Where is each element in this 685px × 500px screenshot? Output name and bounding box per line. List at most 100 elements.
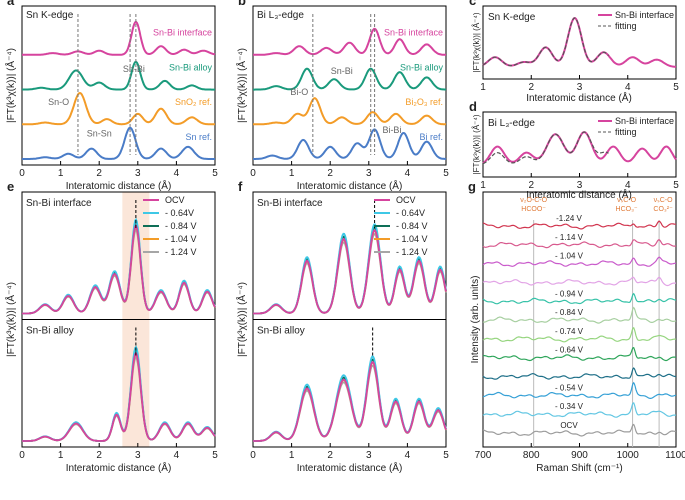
- series-line-b: [253, 128, 447, 160]
- panel-letter-g: g: [468, 179, 476, 194]
- series-line-g: [482, 256, 677, 267]
- panel-frame-b: [252, 5, 447, 166]
- x-axis-label-c: Interatomic distance (Å): [526, 91, 632, 104]
- annotation-b: Sn-Bi: [331, 66, 353, 76]
- series-line-d: [482, 131, 609, 165]
- x-tick-label-d: 4: [625, 180, 631, 191]
- band-label-g: HCOO⁻: [521, 206, 546, 213]
- series-line-f: [253, 233, 447, 315]
- panel-title-b: Bi L₃-edge: [257, 10, 304, 21]
- x-tick-label-a: 4: [174, 168, 180, 179]
- subpanel-title-f: Sn-Bi alloy: [257, 326, 305, 337]
- x-axis-label-a: Interatomic distance (Å): [66, 179, 172, 192]
- x-tick-label-g: 800: [523, 450, 540, 461]
- legend-label-f: - 0.84 V: [396, 221, 428, 231]
- series-line-g: [482, 327, 677, 343]
- x-axis-label-b: Interatomic distance (Å): [297, 179, 403, 192]
- series-line-e: [22, 345, 216, 442]
- y-axis-label-a: |FT(k³χ(k))| (Å⁻⁴): [4, 48, 17, 123]
- panel-letter-e: e: [7, 179, 14, 194]
- x-tick-label-a: 5: [212, 168, 218, 179]
- series-line-a: [22, 126, 215, 160]
- legend-label-f: - 0.64V: [396, 208, 425, 218]
- legend-label-f: - 1.04 V: [396, 234, 428, 244]
- x-tick-label-c: 5: [673, 82, 679, 93]
- band-label-g: ν₂O-C-O: [520, 197, 547, 204]
- y-axis-label-g: Intensity (arb. units): [470, 276, 481, 364]
- x-axis-label-g: Raman Shift (cm⁻¹): [536, 463, 622, 474]
- annotation-b: Bi-O: [290, 87, 308, 97]
- x-tick-label-e: 3: [135, 450, 141, 461]
- x-tick-label-d: 2: [528, 180, 534, 191]
- panel-title-d: Bi L₃-edge: [488, 118, 535, 129]
- series-label-g: - 0.94 V: [555, 289, 584, 298]
- subpanel-title-f: Sn-Bi interface: [257, 198, 323, 209]
- x-tick-label-f: 4: [405, 450, 411, 461]
- x-tick-label-b: 1: [289, 168, 295, 179]
- x-tick-label-d: 3: [577, 180, 583, 191]
- series-line-g: [482, 347, 676, 362]
- legend-label-f: OCV: [396, 195, 416, 205]
- x-tick-label-f: 5: [443, 450, 449, 461]
- annotation-a: Sn-Sn: [87, 128, 112, 138]
- x-tick-label-f: 3: [366, 450, 372, 461]
- x-tick-label-c: 3: [577, 82, 583, 93]
- x-tick-label-a: 1: [58, 168, 64, 179]
- series-line-a: [22, 20, 216, 56]
- x-tick-label-d: 1: [480, 180, 486, 191]
- series-line-g: [482, 381, 677, 399]
- series-line-b: [253, 67, 446, 91]
- series-label-b: Sn-Bi alloy: [400, 62, 444, 72]
- x-tick-label-f: 0: [250, 450, 256, 461]
- x-tick-label-e: 5: [212, 450, 218, 461]
- annotation-b: Bi-Bi: [382, 125, 401, 135]
- panel-letter-b: b: [238, 0, 246, 8]
- legend-label-e: - 1.24 V: [165, 247, 197, 257]
- x-tick-label-g: 1100: [665, 450, 685, 461]
- legend-label-d: Sn-Bi interface: [615, 116, 674, 126]
- series-label-a: Sn ref.: [185, 132, 212, 142]
- x-axis-label-e: Interatomic distance (Å): [66, 461, 172, 474]
- series-label-a: SnO₂ ref.: [175, 97, 212, 107]
- x-tick-label-a: 0: [19, 168, 25, 179]
- x-tick-label-a: 2: [96, 168, 102, 179]
- band-label-g: CO₃²⁻: [653, 206, 673, 213]
- panel-letter-f: f: [238, 179, 243, 194]
- annotation-a: Sn-Bi: [123, 64, 145, 74]
- legend-label-c: Sn-Bi interface: [615, 10, 674, 20]
- legend-label-f: - 1.24 V: [396, 247, 428, 257]
- x-tick-label-f: 1: [289, 450, 295, 461]
- x-tick-label-a: 3: [135, 168, 141, 179]
- series-line-g: [482, 276, 676, 287]
- series-label-b: Bi ref.: [419, 132, 443, 142]
- x-tick-label-f: 2: [327, 450, 333, 461]
- series-line-g: [482, 292, 676, 305]
- series-line-b: [253, 27, 446, 56]
- legend-label-c: fitting: [615, 21, 637, 31]
- series-line-a: [22, 91, 215, 126]
- series-label-a: Sn-Bi interface: [153, 28, 212, 38]
- series-line-a: [22, 60, 215, 91]
- subpanel-title-e: Sn-Bi alloy: [26, 326, 74, 337]
- series-label-g: - 0.74 V: [555, 327, 584, 336]
- series-line-c: [482, 17, 609, 67]
- series-line-e: [22, 351, 216, 442]
- annotation-a: Sn-O: [48, 97, 69, 107]
- series-line-e: [22, 355, 216, 442]
- x-tick-label-b: 0: [250, 168, 256, 179]
- series-line-g: [482, 423, 677, 437]
- series-line-g: [482, 306, 677, 324]
- x-axis-label-f: Interatomic distance (Å): [297, 461, 403, 474]
- x-tick-label-b: 2: [327, 168, 333, 179]
- panel-letter-c: c: [469, 0, 476, 8]
- y-axis-label-c: |FT(k³χ(k))| (Å⁻⁴): [472, 12, 481, 72]
- series-line-e: [22, 352, 216, 442]
- series-line-g: [482, 402, 677, 418]
- panel-title-a: Sn K-edge: [26, 10, 74, 21]
- series-label-b: Bi₂O₃ ref.: [405, 97, 443, 107]
- series-line-f: [253, 229, 447, 315]
- x-tick-label-g: 1000: [617, 450, 640, 461]
- series-line-c: [482, 17, 677, 68]
- x-tick-label-e: 0: [19, 450, 25, 461]
